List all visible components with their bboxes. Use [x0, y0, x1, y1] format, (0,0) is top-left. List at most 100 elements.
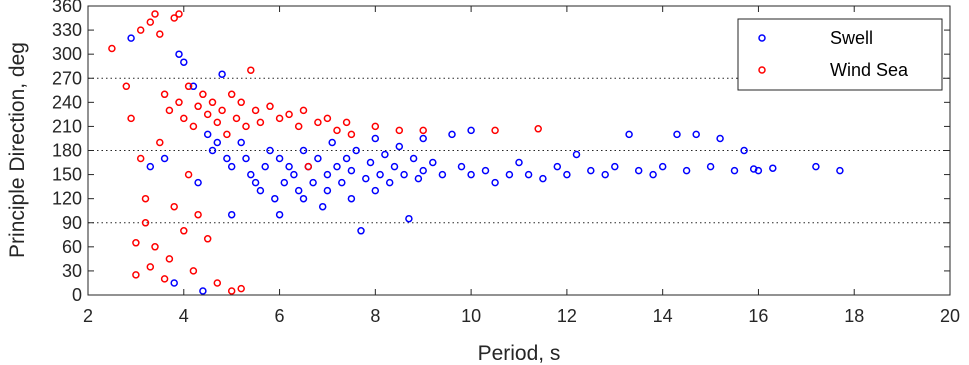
point-swell	[467, 170, 475, 179]
point-swell	[247, 170, 255, 179]
point-swell	[223, 154, 231, 163]
point-swell	[419, 166, 427, 175]
x-tick-label: 4	[179, 306, 189, 326]
point-swell	[323, 186, 332, 195]
y-tick-label: 60	[62, 237, 82, 257]
point-wind-sea	[165, 255, 174, 263]
point-swell	[400, 170, 408, 179]
x-axis-ticks: 2 4 6 8 10 12 14 16 18 20	[83, 6, 960, 326]
point-swell	[730, 166, 739, 175]
x-tick-label: 20	[940, 306, 960, 326]
point-wind-sea	[189, 122, 198, 131]
point-swell	[208, 146, 217, 155]
point-wind-sea	[180, 227, 188, 235]
y-tick-label: 360	[52, 0, 82, 16]
point-wind-sea	[141, 194, 150, 203]
y-axis-label: Principle Direction, deg	[6, 42, 29, 258]
point-swell	[280, 178, 289, 187]
point-swell	[352, 146, 360, 155]
point-wind-sea	[146, 263, 155, 271]
x-tick-label: 12	[557, 306, 577, 326]
point-swell	[634, 166, 643, 175]
point-wind-sea	[347, 130, 356, 139]
point-wind-sea	[175, 98, 183, 107]
point-swell	[740, 146, 748, 155]
x-tick-label: 2	[83, 306, 93, 326]
point-wind-sea	[136, 26, 145, 34]
point-swell	[381, 150, 389, 159]
point-swell	[438, 170, 447, 179]
point-wind-sea	[213, 118, 222, 127]
point-swell	[294, 186, 303, 195]
point-wind-sea	[136, 154, 145, 163]
point-swell	[505, 170, 514, 179]
point-swell	[170, 279, 178, 287]
point-wind-sea	[371, 122, 380, 131]
point-swell	[275, 210, 284, 219]
point-swell	[347, 166, 356, 175]
point-swell	[366, 158, 375, 167]
point-swell	[836, 166, 844, 175]
point-wind-sea	[194, 102, 202, 111]
point-wind-sea	[203, 235, 212, 243]
point-swell	[385, 178, 394, 187]
point-swell	[333, 162, 341, 171]
legend-marker-wind-sea	[758, 66, 766, 74]
point-swell	[491, 178, 499, 187]
point-wind-sea	[170, 202, 178, 211]
point-swell	[357, 227, 365, 235]
point-swell	[409, 154, 418, 163]
point-wind-sea	[294, 122, 303, 131]
legend-box	[737, 18, 943, 91]
point-wind-sea	[165, 106, 174, 115]
point-wind-sea	[146, 18, 155, 26]
point-swell	[673, 130, 681, 139]
point-swell	[242, 154, 250, 163]
point-swell	[553, 162, 562, 171]
point-wind-sea	[184, 82, 193, 91]
point-wind-sea	[275, 114, 284, 123]
point-swell	[127, 34, 135, 42]
point-swell	[429, 158, 437, 167]
point-wind-sea	[122, 82, 131, 91]
point-swell	[362, 174, 370, 183]
point-wind-sea	[194, 210, 202, 219]
reference-lines	[88, 77, 950, 224]
point-swell	[199, 287, 207, 295]
y-tick-label: 300	[52, 44, 82, 64]
point-swell	[587, 166, 595, 175]
point-swell	[203, 130, 212, 139]
y-tick-label: 210	[52, 116, 82, 136]
legend-label-swell: Swell	[830, 28, 873, 48]
point-wind-sea	[323, 114, 332, 123]
x-axis-label: Period, s	[478, 342, 561, 365]
point-wind-sea	[156, 138, 164, 147]
point-swell	[189, 82, 198, 91]
point-wind-sea	[180, 114, 188, 123]
point-wind-sea	[160, 275, 169, 283]
point-swell	[342, 154, 351, 163]
point-swell	[285, 162, 293, 171]
point-wind-sea	[151, 10, 159, 18]
point-wind-sea	[342, 118, 351, 127]
point-wind-sea	[175, 10, 183, 18]
point-wind-sea	[132, 239, 140, 247]
point-wind-sea	[184, 170, 193, 179]
point-wind-sea	[170, 14, 178, 22]
point-wind-sea	[247, 66, 255, 74]
point-swell	[227, 210, 236, 219]
legend: Swell Wind Sea	[737, 18, 943, 91]
point-swell	[481, 166, 490, 175]
y-tick-label: 150	[52, 165, 82, 185]
y-tick-label: 180	[52, 141, 82, 161]
point-swell	[275, 154, 284, 163]
legend-label-wind-sea: Wind Sea	[830, 60, 909, 80]
point-swell	[299, 146, 308, 155]
point-swell	[395, 142, 404, 151]
point-swell	[251, 178, 260, 187]
point-swell	[467, 126, 475, 135]
point-wind-sea	[251, 106, 260, 115]
point-wind-sea	[208, 98, 217, 107]
point-swell	[194, 178, 202, 187]
